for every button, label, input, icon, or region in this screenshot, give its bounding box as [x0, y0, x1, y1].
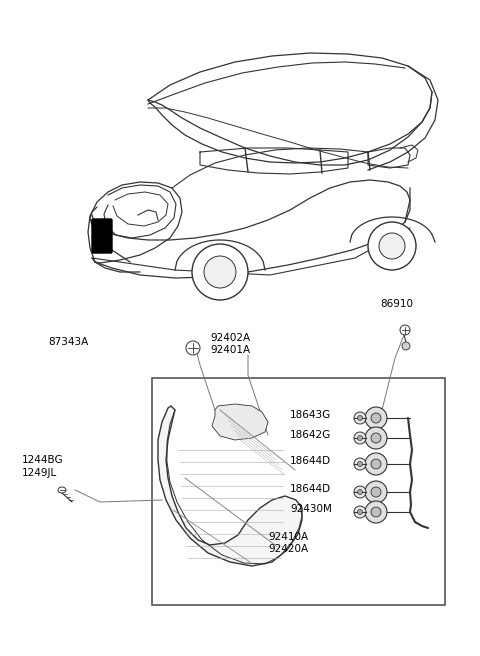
Text: 1244BG: 1244BG [22, 455, 64, 465]
Circle shape [186, 341, 200, 355]
Text: 92420A: 92420A [268, 544, 308, 554]
Circle shape [371, 459, 381, 469]
Circle shape [371, 413, 381, 423]
Circle shape [358, 415, 362, 420]
Circle shape [354, 458, 366, 470]
Circle shape [371, 507, 381, 517]
Circle shape [358, 436, 362, 440]
Text: 18642G: 18642G [290, 430, 331, 440]
Circle shape [402, 342, 410, 350]
Circle shape [400, 325, 410, 335]
Circle shape [354, 486, 366, 498]
Text: 87343A: 87343A [48, 337, 88, 347]
Text: 92401A: 92401A [210, 345, 250, 355]
Circle shape [365, 481, 387, 503]
Text: 92430M: 92430M [290, 504, 332, 514]
Polygon shape [212, 404, 268, 440]
Text: 92410A: 92410A [268, 532, 308, 542]
Circle shape [365, 501, 387, 523]
Circle shape [358, 510, 362, 514]
Text: 18644D: 18644D [290, 456, 331, 466]
Circle shape [368, 222, 416, 270]
Polygon shape [158, 406, 302, 566]
Circle shape [354, 412, 366, 424]
Circle shape [192, 244, 248, 300]
Circle shape [204, 256, 236, 288]
Circle shape [354, 432, 366, 444]
Text: 92402A: 92402A [210, 333, 250, 343]
Circle shape [358, 489, 362, 495]
Circle shape [365, 453, 387, 475]
FancyBboxPatch shape [92, 219, 112, 253]
Text: 86910: 86910 [380, 299, 413, 309]
Circle shape [371, 433, 381, 443]
Text: 18644D: 18644D [290, 484, 331, 494]
Ellipse shape [58, 487, 66, 493]
Circle shape [365, 427, 387, 449]
Text: 1249JL: 1249JL [22, 468, 57, 478]
Bar [152, 378, 445, 605]
Circle shape [365, 407, 387, 429]
Circle shape [354, 506, 366, 518]
Circle shape [371, 487, 381, 497]
Circle shape [379, 233, 405, 259]
Circle shape [358, 462, 362, 466]
Text: 18643G: 18643G [290, 410, 331, 420]
